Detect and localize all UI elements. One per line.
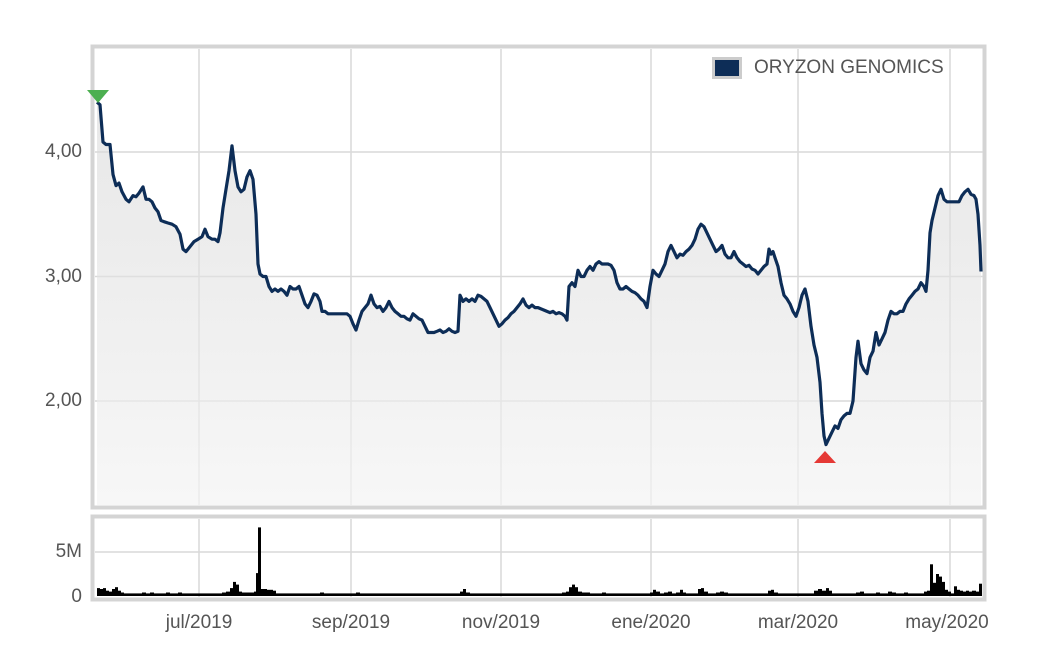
volume-axis-label-0: 0 (71, 586, 82, 607)
x-axis-label-sep-2019: sep/2019 (311, 612, 391, 633)
volume-panel-frame (90, 514, 987, 602)
x-axis-label-nov-2019: nov/2019 (461, 612, 541, 633)
x-axis-label-may-2020: may/2020 (905, 612, 989, 633)
x-axis-label-jul-2019: jul/2019 (165, 612, 233, 633)
x-axis-label-mar-2020: mar/2020 (757, 612, 839, 633)
legend-label: ORYZON GENOMICS (754, 57, 944, 78)
volume-axis-label-5m: 5M (55, 541, 82, 562)
price-line (95, 100, 983, 447)
price-axis-label-3: 3,00 (45, 266, 82, 287)
price-area-fill (97, 102, 981, 505)
min-marker-icon (814, 451, 836, 463)
max-marker-icon (87, 90, 109, 103)
chart-legend[interactable]: ORYZON GENOMICS (712, 57, 944, 79)
legend-swatch (712, 57, 742, 79)
price-axis-label-2: 2,00 (45, 390, 82, 411)
volume-bars (97, 527, 982, 596)
x-axis-label-ene-2020: ene/2020 (611, 612, 691, 633)
price-axis-label-4: 4,00 (45, 141, 82, 162)
volume-grid (95, 519, 983, 597)
